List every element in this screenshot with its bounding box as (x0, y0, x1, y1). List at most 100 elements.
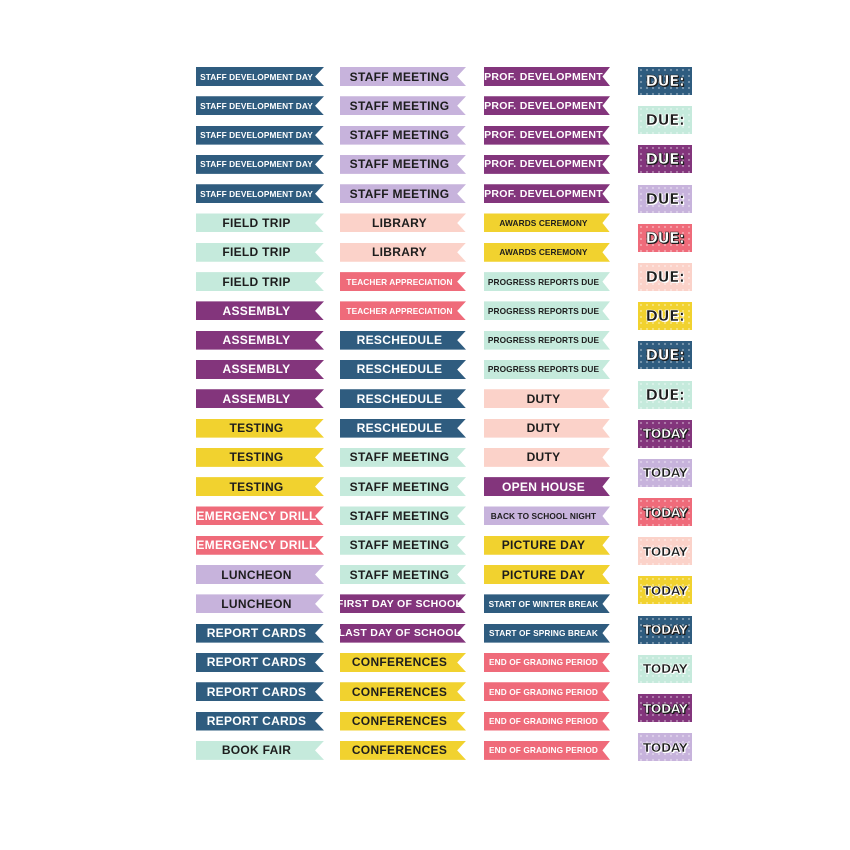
sticker-label: LUNCHEON (221, 596, 292, 611)
sticker-label: END OF GRADING PERIOD (488, 745, 599, 756)
flag-sticker: RESCHEDULE (340, 359, 466, 379)
sticker-label: PROF. DEVELOPMENT (484, 70, 603, 83)
flag-sticker: END OF GRADING PERIOD (484, 652, 610, 672)
flag-sticker: PROGRESS REPORTS DUE (484, 301, 610, 321)
sticker-label: STAFF MEETING (349, 450, 450, 465)
sticker-label: ASSEMBLY (222, 362, 291, 377)
sticker-label: TODAY (642, 700, 688, 716)
flag-sticker: PROF. DEVELOPMENT (484, 154, 610, 174)
flag-sticker: CONFERENCES (340, 652, 466, 672)
sticker-label: PROGRESS REPORTS DUE (487, 335, 600, 346)
sticker-label: PICTURE DAY (501, 538, 586, 553)
flag-sticker: PROF. DEVELOPMENT (484, 184, 610, 204)
today-sticker: TODAY (638, 458, 692, 487)
sticker-label: DUE: (645, 150, 685, 169)
sticker-label: START OF WINTER BREAK (488, 598, 599, 609)
sticker-label: STAFF DEVELOPMENT DAY (200, 71, 313, 82)
flag-sticker: CONFERENCES (340, 682, 466, 702)
sticker-label: REPORT CARDS (206, 655, 307, 670)
sticker-label: PROF. DEVELOPMENT (484, 158, 603, 171)
flag-sticker: START OF SPRING BREAK (484, 623, 610, 643)
flag-sticker: TEACHER APPRECIATION (340, 301, 466, 321)
sticker-column-3: PROF. DEVELOPMENT PROF. DEVELOPMENT PROF. … (484, 67, 610, 770)
flag-sticker: STAFF MEETING (340, 447, 466, 467)
sticker-label: LAST DAY OF SCHOOL (340, 627, 461, 640)
flag-sticker: LUNCHEON (196, 565, 324, 585)
flag-sticker: RESCHEDULE (340, 389, 466, 409)
flag-sticker: END OF GRADING PERIOD (484, 682, 610, 702)
sticker-label: DUE: (645, 307, 685, 326)
flag-sticker: STAFF MEETING (340, 477, 466, 497)
flag-sticker: STAFF DEVELOPMENT DAY (196, 125, 324, 145)
today-sticker: TODAY (638, 498, 692, 527)
sticker-label: END OF GRADING PERIOD (488, 657, 599, 668)
sticker-label: TODAY (642, 504, 688, 520)
sticker-label: STAFF DEVELOPMENT DAY (200, 100, 313, 111)
sticker-label: FIELD TRIP (222, 215, 291, 230)
sticker-label: PROGRESS REPORTS DUE (487, 305, 600, 316)
sticker-label: DUE: (645, 189, 685, 208)
flag-sticker: AWARDS CEREMONY (484, 213, 610, 233)
flag-sticker: ASSEMBLY (196, 389, 324, 409)
sticker-label: TESTING (229, 421, 284, 436)
sticker-label: DUE: (645, 111, 685, 130)
sticker-label: OPEN HOUSE (501, 479, 585, 494)
due-sticker: DUE: (638, 302, 692, 331)
sticker-label: CONFERENCES (351, 743, 448, 758)
sticker-label: STAFF DEVELOPMENT DAY (200, 130, 313, 141)
flag-sticker: REPORT CARDS (196, 623, 324, 643)
flag-sticker: REPORT CARDS (196, 682, 324, 702)
sticker-label: FIELD TRIP (222, 274, 291, 289)
sticker-label: STAFF MEETING (349, 508, 450, 523)
sticker-label: DUTY (526, 391, 561, 406)
flag-sticker: LIBRARY (340, 213, 466, 233)
sticker-label: END OF GRADING PERIOD (488, 716, 599, 727)
flag-sticker: FIELD TRIP (196, 213, 324, 233)
flag-sticker: STAFF MEETING (340, 96, 466, 116)
sticker-label: EMERGENCY DRILL (196, 508, 317, 523)
sticker-label: RESCHEDULE (356, 391, 443, 406)
flag-sticker: STAFF MEETING (340, 154, 466, 174)
sticker-label: ASSEMBLY (222, 333, 291, 348)
today-sticker: TODAY (638, 615, 692, 644)
today-sticker: TODAY (638, 576, 692, 605)
sticker-label: TODAY (642, 582, 688, 599)
flag-sticker: REPORT CARDS (196, 711, 324, 731)
sticker-label: START OF SPRING BREAK (489, 628, 598, 639)
sticker-label: DUE: (645, 267, 685, 287)
sticker-column-4: DUE: DUE: DUE: DUE: DUE: DUE: DUE: DUE: DUE: TODA… (638, 67, 692, 772)
flag-sticker: FIRST DAY OF SCHOOL (340, 594, 466, 614)
sticker-label: TEACHER APPRECIATION (346, 276, 453, 287)
flag-sticker: DUTY (484, 447, 610, 467)
flag-sticker: STAFF MEETING (340, 184, 466, 204)
flag-sticker: STAFF MEETING (340, 125, 466, 145)
sticker-label: TEACHER APPRECIATION (346, 305, 453, 316)
sticker-label: LUNCHEON (221, 567, 292, 582)
flag-sticker: CONFERENCES (340, 711, 466, 731)
flag-sticker: PROF. DEVELOPMENT (484, 67, 610, 86)
flag-sticker: PROGRESS REPORTS DUE (484, 330, 610, 350)
due-sticker: DUE: (638, 380, 692, 409)
sticker-label: STAFF MEETING (349, 128, 450, 143)
due-sticker: DUE: (638, 145, 692, 174)
sticker-label: ASSEMBLY (222, 303, 291, 318)
flag-sticker: PROGRESS REPORTS DUE (484, 272, 610, 292)
sticker-label: DUE: (645, 228, 685, 247)
sticker-label: TESTING (229, 479, 284, 494)
flag-sticker: REPORT CARDS (196, 652, 324, 672)
flag-sticker: STAFF MEETING (340, 535, 466, 555)
sticker-column-2: STAFF MEETING STAFF MEETING STAFF MEETING S… (340, 67, 466, 770)
flag-sticker: STAFF MEETING (340, 67, 466, 86)
flag-sticker: STAFF DEVELOPMENT DAY (196, 96, 324, 116)
flag-sticker: TESTING (196, 477, 324, 497)
flag-sticker: LUNCHEON (196, 594, 324, 614)
sticker-label: AWARDS CEREMONY (499, 217, 588, 228)
sticker-label: RESCHEDULE (356, 362, 443, 377)
flag-sticker: FIELD TRIP (196, 272, 324, 292)
sticker-label: TODAY (642, 543, 688, 559)
sticker-label: EMERGENCY DRILL (196, 538, 317, 553)
sticker-label: REPORT CARDS (206, 684, 307, 699)
sticker-label: TODAY (642, 465, 688, 481)
sticker-label: PICTURE DAY (501, 567, 586, 582)
sticker-label: FIELD TRIP (222, 245, 291, 260)
